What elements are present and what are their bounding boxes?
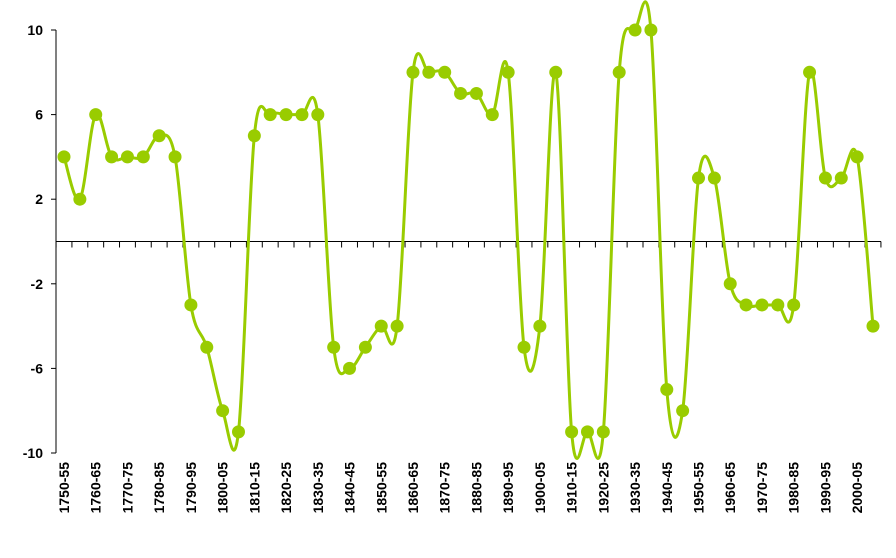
marker bbox=[168, 150, 182, 164]
x-tick-label: 1790-95 bbox=[183, 462, 199, 514]
y-tick-label: 10 bbox=[27, 22, 43, 38]
marker bbox=[200, 340, 214, 354]
marker bbox=[438, 65, 452, 79]
x-tick-label: 1820-25 bbox=[278, 462, 294, 514]
x-tick-label: 1890-95 bbox=[500, 462, 516, 514]
x-tick-label: 1810-15 bbox=[246, 462, 262, 514]
marker bbox=[850, 150, 864, 164]
marker bbox=[184, 298, 198, 312]
marker bbox=[565, 425, 579, 439]
marker bbox=[390, 319, 404, 333]
marker bbox=[803, 65, 817, 79]
marker bbox=[707, 171, 721, 185]
marker bbox=[422, 65, 436, 79]
marker bbox=[358, 340, 372, 354]
marker bbox=[311, 108, 325, 122]
y-tick-label: -10 bbox=[23, 445, 43, 461]
x-tick-label: 1860-65 bbox=[405, 462, 421, 514]
marker bbox=[152, 129, 166, 143]
x-tick-label: 1880-85 bbox=[468, 462, 484, 514]
marker bbox=[279, 108, 293, 122]
x-tick-label: 1840-45 bbox=[342, 462, 358, 514]
x-tick-label: 1830-35 bbox=[310, 462, 326, 514]
marker bbox=[501, 65, 515, 79]
marker bbox=[787, 298, 801, 312]
marker bbox=[580, 425, 594, 439]
x-tick-label: 1960-65 bbox=[722, 462, 738, 514]
x-tick-label: 1900-05 bbox=[532, 462, 548, 514]
marker bbox=[263, 108, 277, 122]
marker bbox=[596, 425, 610, 439]
marker bbox=[295, 108, 309, 122]
marker bbox=[469, 86, 483, 100]
marker bbox=[549, 65, 563, 79]
x-tick-label: 1910-15 bbox=[564, 462, 580, 514]
marker bbox=[771, 298, 785, 312]
marker bbox=[343, 361, 357, 375]
marker bbox=[454, 86, 468, 100]
marker bbox=[216, 404, 230, 418]
marker bbox=[818, 171, 832, 185]
y-tick-label: -2 bbox=[31, 276, 44, 292]
y-tick-label: 2 bbox=[35, 191, 43, 207]
x-tick-label: 1980-85 bbox=[786, 462, 802, 514]
x-tick-label: 1780-85 bbox=[151, 462, 167, 514]
marker bbox=[517, 340, 531, 354]
marker bbox=[136, 150, 150, 164]
x-tick-label: 1930-35 bbox=[627, 462, 643, 514]
x-tick-label: 1970-75 bbox=[754, 462, 770, 514]
x-tick-label: 2000-05 bbox=[849, 462, 865, 514]
marker bbox=[834, 171, 848, 185]
marker bbox=[676, 404, 690, 418]
x-tick-label: 1940-45 bbox=[659, 462, 675, 514]
marker bbox=[89, 108, 103, 122]
marker bbox=[485, 108, 499, 122]
x-tick-label: 1990-95 bbox=[817, 462, 833, 514]
marker bbox=[739, 298, 753, 312]
marker bbox=[120, 150, 134, 164]
marker bbox=[692, 171, 706, 185]
marker bbox=[866, 319, 880, 333]
marker bbox=[57, 150, 71, 164]
marker bbox=[105, 150, 119, 164]
x-tick-label: 1850-55 bbox=[373, 462, 389, 514]
x-tick-label: 1870-75 bbox=[437, 462, 453, 514]
x-tick-label: 1770-75 bbox=[119, 462, 135, 514]
marker bbox=[723, 277, 737, 291]
y-tick-label: 6 bbox=[35, 107, 43, 123]
line bbox=[62, 0, 875, 460]
marker bbox=[644, 23, 658, 37]
y-tick-label: -6 bbox=[31, 360, 44, 376]
x-tick-label: 1920-25 bbox=[595, 462, 611, 514]
marker bbox=[406, 65, 420, 79]
marker bbox=[612, 65, 626, 79]
x-tick-label: 1750-55 bbox=[56, 462, 72, 514]
x-tick-label: 1950-55 bbox=[691, 462, 707, 514]
marker bbox=[374, 319, 388, 333]
marker bbox=[247, 129, 261, 143]
marker bbox=[755, 298, 769, 312]
x-tick-label: 1760-65 bbox=[88, 462, 104, 514]
marker bbox=[73, 192, 87, 206]
marker bbox=[327, 340, 341, 354]
marker bbox=[628, 23, 642, 37]
marker bbox=[660, 383, 674, 397]
x-tick-label: 1800-05 bbox=[215, 462, 231, 514]
marker bbox=[533, 319, 547, 333]
marker bbox=[231, 425, 245, 439]
